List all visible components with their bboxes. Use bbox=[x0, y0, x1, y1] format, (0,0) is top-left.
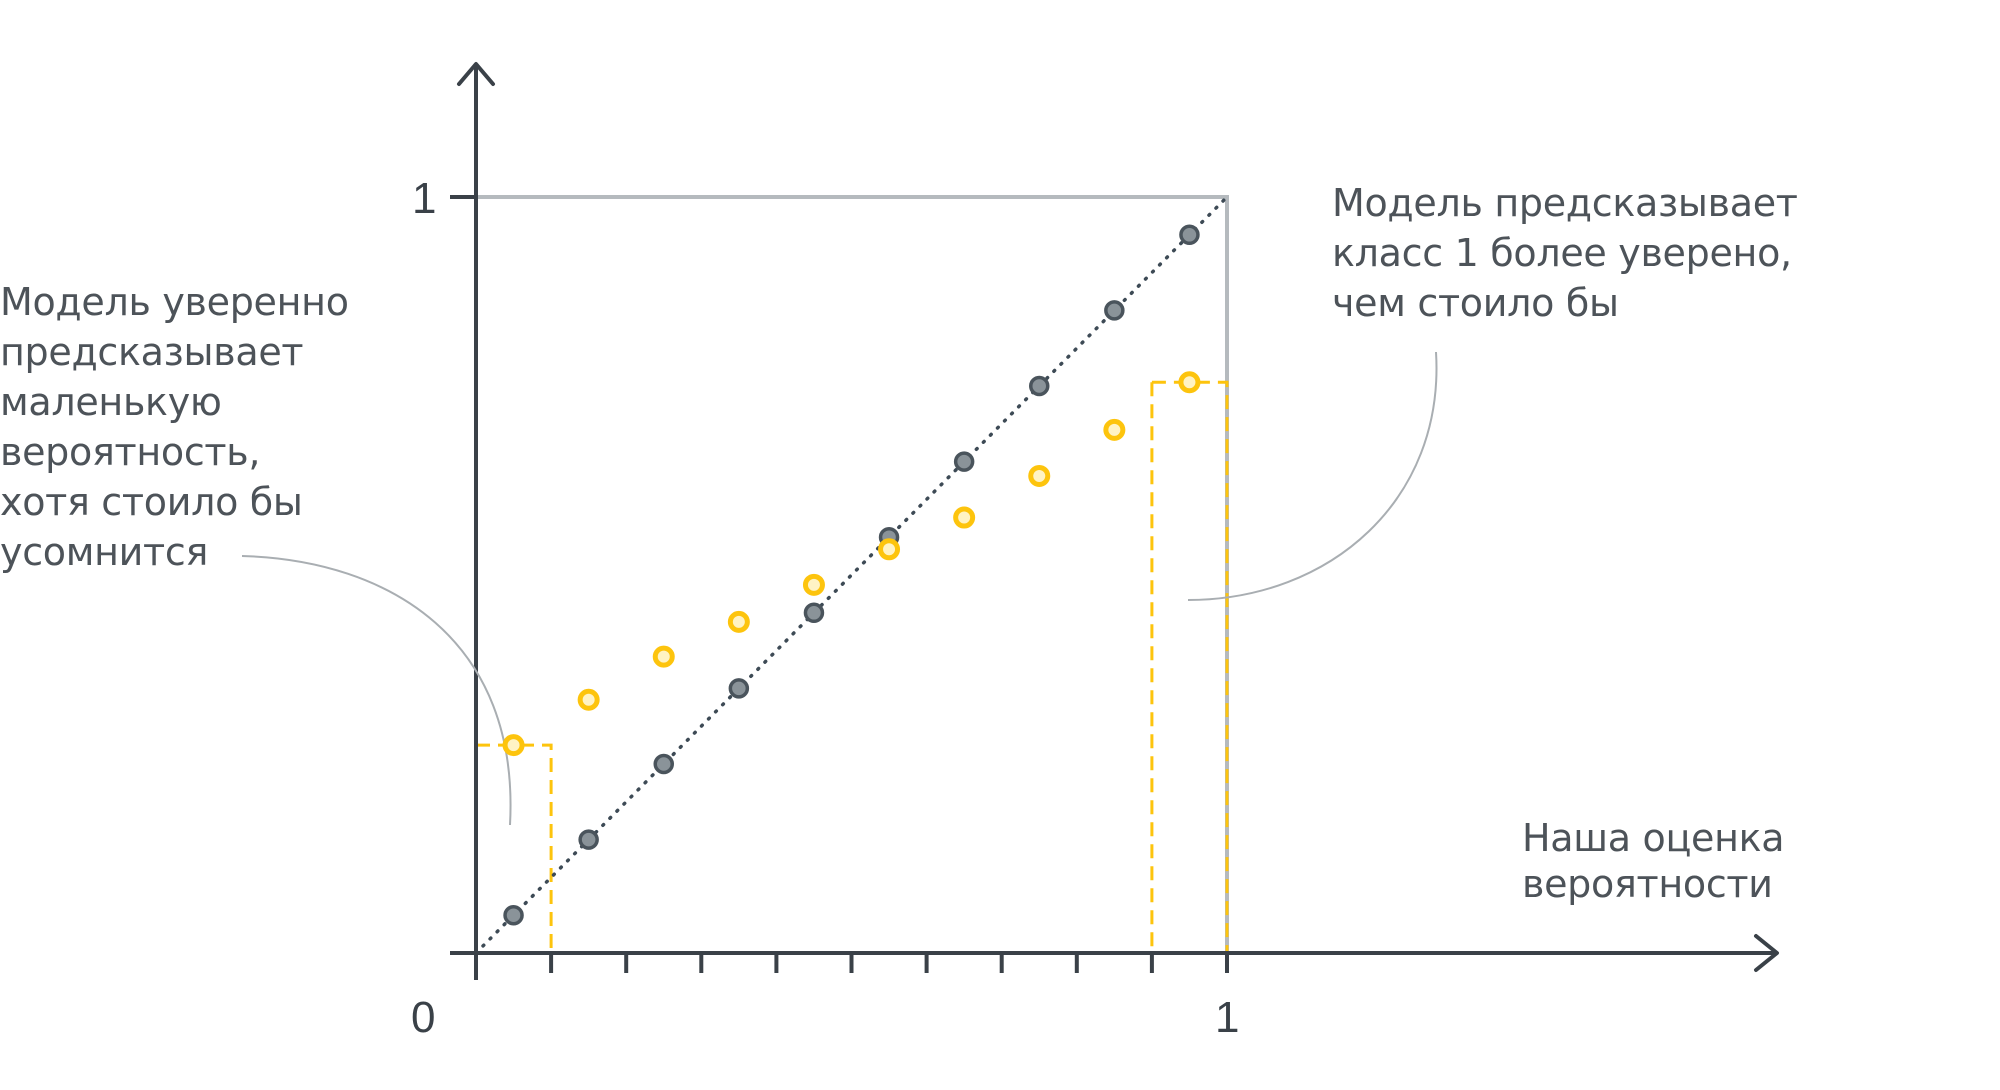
unit-square bbox=[476, 195, 1229, 953]
x-axis-label: Наша оценка вероятности bbox=[1522, 816, 1785, 906]
yellow-point bbox=[953, 506, 976, 529]
gray-point bbox=[1029, 375, 1050, 397]
annotation-right: Модель предсказывает класс 1 более увере… bbox=[1332, 181, 1798, 325]
x-tick-label-1: 1 bbox=[1215, 993, 1239, 1042]
x-tick-label-0: 0 bbox=[411, 993, 435, 1042]
yellow-point bbox=[652, 645, 675, 668]
gray-point bbox=[578, 829, 599, 850]
gray-point bbox=[728, 678, 750, 699]
yellow-point bbox=[502, 734, 525, 757]
gray-point bbox=[1104, 300, 1125, 321]
annotation-left: Модель уверенно предсказывает маленькую … bbox=[0, 280, 349, 574]
leader-left bbox=[241, 555, 512, 826]
x-ticks bbox=[549, 953, 1229, 973]
data-points bbox=[502, 224, 1201, 926]
dashed-bin-1 bbox=[1151, 380, 1229, 953]
dashed-bins bbox=[476, 380, 1229, 953]
yellow-point bbox=[577, 688, 600, 711]
unit-square-edge bbox=[476, 195, 1229, 953]
axes bbox=[450, 62, 1779, 980]
tick-labels: 1 0 1 bbox=[411, 174, 1239, 1042]
gray-point bbox=[953, 451, 975, 472]
yellow-point bbox=[1028, 464, 1051, 487]
x-axis-arrow bbox=[1754, 934, 1779, 972]
gray-point bbox=[803, 602, 825, 624]
y-tick-label-1: 1 bbox=[412, 174, 436, 223]
annotation-leaders bbox=[241, 351, 1438, 826]
yellow-point bbox=[1178, 371, 1201, 394]
gray-point bbox=[1179, 224, 1200, 246]
yellow-point bbox=[802, 573, 825, 596]
gray-point bbox=[503, 904, 524, 926]
yellow-point bbox=[727, 610, 750, 633]
yellow-point bbox=[1103, 418, 1126, 441]
leader-right bbox=[1187, 351, 1438, 601]
y-axis-arrow bbox=[457, 62, 495, 86]
gray-point bbox=[653, 753, 674, 775]
dashed-bin-0 bbox=[476, 743, 553, 953]
yellow-point bbox=[878, 538, 901, 561]
